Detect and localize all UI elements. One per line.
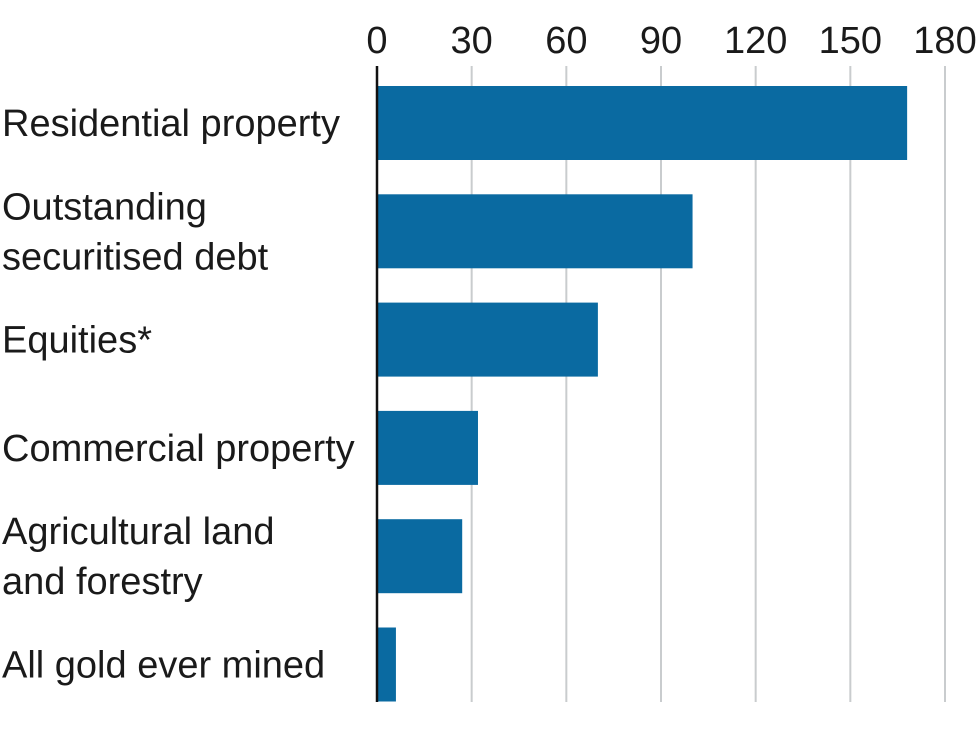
category-label-line: Agricultural land	[2, 511, 274, 553]
category-label-1: Outstanding securitised debt	[2, 186, 269, 278]
gridlines	[470, 66, 946, 702]
tick-label-60: 60	[545, 20, 587, 62]
tick-label-150: 150	[819, 20, 882, 62]
bar-2	[377, 302, 598, 377]
bar-5	[377, 627, 396, 702]
tick-label-90: 90	[640, 20, 682, 62]
category-label-line: Equities*	[2, 320, 152, 362]
category-label-line: securitised debt	[2, 236, 269, 278]
category-label-4: Agricultural land and forestry	[2, 511, 274, 603]
category-labels: Residential property Outstanding securitis…	[2, 103, 355, 687]
category-label-2: Equities*	[2, 320, 152, 362]
category-label-line: Commercial property	[2, 428, 355, 470]
x-axis-ticks: 0 30 60 90 120 150 180	[366, 20, 976, 62]
tick-label-30: 30	[451, 20, 493, 62]
category-label-line: All gold ever mined	[2, 645, 325, 687]
bar-0	[377, 86, 908, 160]
bar-4	[377, 519, 463, 594]
category-label-line: Outstanding	[2, 186, 207, 228]
category-label-3: Commercial property	[2, 428, 355, 470]
bars	[377, 86, 908, 702]
category-label-line: Residential property	[2, 103, 340, 145]
category-label-0: Residential property	[2, 103, 340, 145]
category-label-line: and forestry	[2, 561, 203, 603]
tick-label-0: 0	[366, 20, 387, 62]
tick-label-180: 180	[913, 20, 976, 62]
tick-label-120: 120	[724, 20, 787, 62]
bar-3	[377, 410, 478, 485]
category-label-5: All gold ever mined	[2, 645, 325, 687]
bar-1	[377, 194, 693, 269]
